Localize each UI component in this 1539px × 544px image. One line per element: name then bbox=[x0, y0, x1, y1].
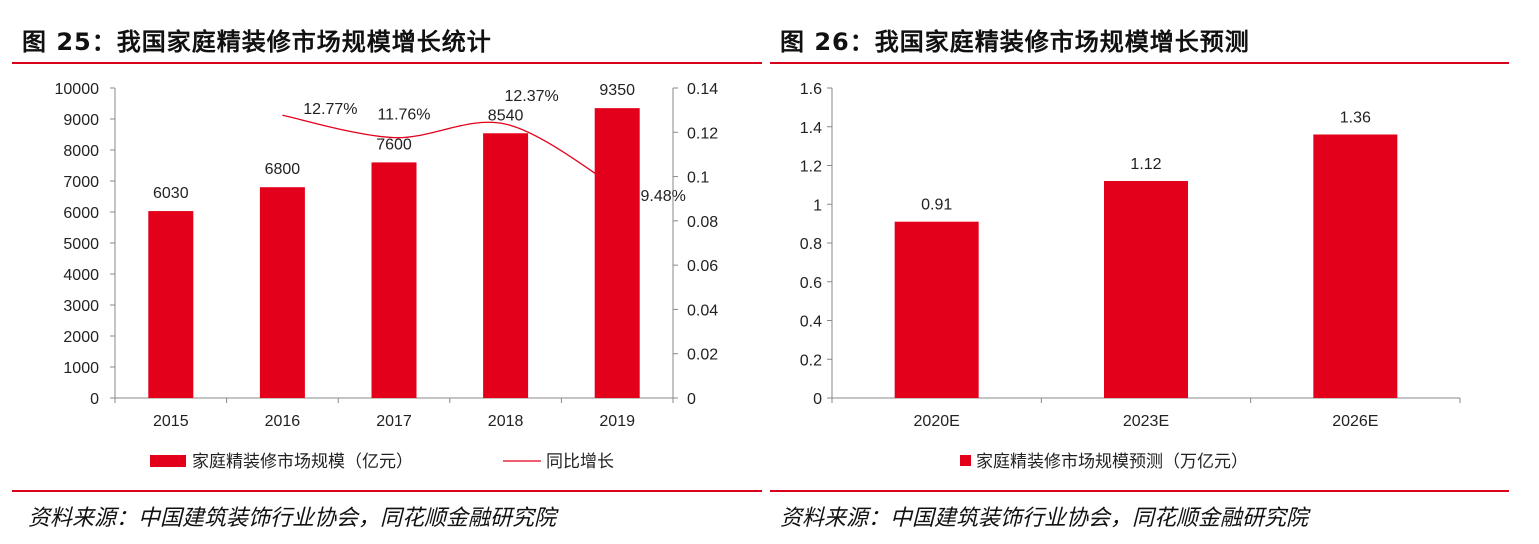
y-tick-label: 6000 bbox=[63, 205, 99, 222]
figure-25-title: 图 25：我国家庭精装修市场规模增长统计 bbox=[22, 28, 492, 56]
bar bbox=[1313, 134, 1398, 398]
bar bbox=[1104, 181, 1188, 398]
legend-bar-label: 家庭精装修市场规模（亿元） bbox=[192, 452, 413, 472]
x-tick-label: 2018 bbox=[488, 413, 524, 430]
y-tick-label: 0 bbox=[813, 391, 822, 408]
y2-tick-label: 0.06 bbox=[687, 258, 718, 275]
bar bbox=[594, 108, 640, 399]
y-tick-label: 7000 bbox=[63, 174, 99, 191]
x-tick-label: 2016 bbox=[265, 413, 301, 430]
bar-value-label: 1.36 bbox=[1340, 110, 1371, 127]
bar-value-label: 9350 bbox=[599, 82, 635, 99]
x-tick-label: 2026E bbox=[1332, 413, 1378, 430]
bar-value-label: 1.12 bbox=[1130, 156, 1161, 173]
y-tick-label: 8000 bbox=[63, 143, 99, 160]
legend-bar-swatch bbox=[150, 455, 186, 467]
y-tick-label: 1.6 bbox=[800, 81, 822, 98]
y-tick-label: 0.2 bbox=[800, 352, 822, 369]
legend-swatch bbox=[960, 455, 971, 466]
y-tick-label: 2000 bbox=[63, 329, 99, 346]
chart-25: 1000090008000700060005000400030002000100… bbox=[55, 81, 719, 472]
x-tick-label: 2017 bbox=[376, 413, 412, 430]
legend-line-label: 同比增长 bbox=[546, 452, 614, 472]
bar-value-label: 7600 bbox=[376, 136, 412, 153]
x-tick-label: 2019 bbox=[599, 413, 635, 430]
x-tick-label: 2023E bbox=[1123, 413, 1169, 430]
figure-26-title: 图 26：我国家庭精装修市场规模增长预测 bbox=[780, 28, 1250, 56]
bar bbox=[483, 133, 529, 398]
y-tick-label: 1 bbox=[813, 197, 822, 214]
top-rule bbox=[12, 62, 762, 64]
y-tick-label: 3000 bbox=[63, 298, 99, 315]
y-tick-label: 9000 bbox=[63, 112, 99, 129]
bottom-rule bbox=[12, 490, 762, 492]
bar bbox=[371, 162, 417, 398]
growth-data-label: 9.48% bbox=[641, 188, 686, 205]
chart-26: 1.6 1.4 1.2 1 0.8 0.6 0.4 0.2 0 0.91 2020E 1.12 2023… bbox=[800, 81, 1461, 472]
bottom-rule bbox=[770, 490, 1509, 492]
y-tick-label: 1000 bbox=[63, 360, 99, 377]
y-tick-label: 0.8 bbox=[800, 236, 822, 253]
y-tick-label: 0.4 bbox=[800, 314, 822, 331]
y-tick-label: 0.6 bbox=[800, 275, 822, 292]
y2-tick-label: 0.12 bbox=[687, 125, 718, 142]
y-tick-label: 1.2 bbox=[800, 159, 822, 176]
y2-tick-label: 0.1 bbox=[687, 170, 709, 187]
bar bbox=[894, 221, 979, 398]
growth-data-label: 11.76% bbox=[377, 107, 430, 124]
growth-data-label: 12.77% bbox=[303, 101, 357, 118]
y2-tick-label: 0.04 bbox=[687, 302, 718, 319]
x-tick-label: 2020E bbox=[914, 413, 960, 430]
bar-value-label: 0.91 bbox=[921, 197, 952, 214]
top-rule bbox=[770, 62, 1509, 64]
y2-tick-label: 0.08 bbox=[687, 214, 718, 231]
y-tick-label: 10000 bbox=[55, 81, 100, 98]
bar bbox=[259, 187, 305, 398]
bar bbox=[148, 211, 194, 398]
bar-value-label: 8540 bbox=[488, 107, 524, 124]
source-note: 资料来源：中国建筑装饰行业协会，同花顺金融研究院 bbox=[28, 506, 557, 531]
right-figure-panel: 图 26：我国家庭精装修市场规模增长预测 1.6 1.4 1.2 1 0.8 0.6 0.4… bbox=[770, 0, 1539, 544]
bar-value-label: 6030 bbox=[153, 185, 189, 202]
growth-line bbox=[282, 114, 618, 189]
bar-value-label: 6800 bbox=[265, 161, 301, 178]
x-tick-label: 2015 bbox=[153, 413, 189, 430]
y2-tick-label: 0 bbox=[687, 391, 696, 408]
left-figure-panel: 图 25：我国家庭精装修市场规模增长统计 10000 9000 8000 7000 60… bbox=[0, 0, 762, 544]
y-tick-label: 1.4 bbox=[800, 120, 822, 137]
source-note: 资料来源：中国建筑装饰行业协会，同花顺金融研究院 bbox=[780, 506, 1309, 531]
y-tick-label: 0 bbox=[90, 391, 99, 408]
legend-label: 家庭精装修市场规模预测（万亿元） bbox=[976, 452, 1248, 472]
y-tick-label: 5000 bbox=[63, 236, 99, 253]
y-tick-label: 4000 bbox=[63, 267, 99, 284]
y2-tick-label: 0.14 bbox=[687, 81, 718, 98]
growth-data-label: 12.37% bbox=[504, 88, 558, 105]
y2-tick-label: 0.02 bbox=[687, 347, 718, 364]
